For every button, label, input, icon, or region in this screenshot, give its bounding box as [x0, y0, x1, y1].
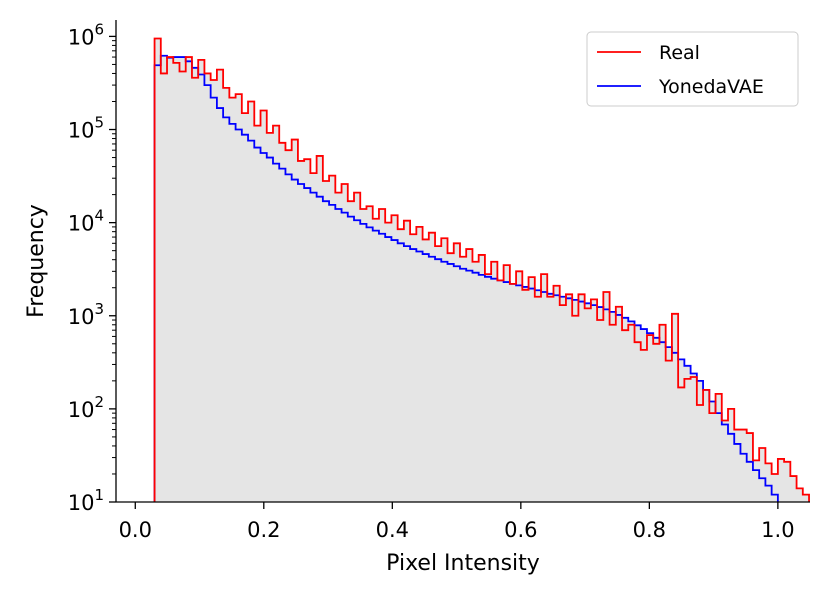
legend-label-real: Real — [659, 42, 700, 64]
legend-label-yonedavae: YonedaVAE — [658, 76, 764, 98]
series-lines — [153, 37, 810, 502]
legend: Real YonedaVAE — [586, 31, 799, 107]
series-line-yonedavae — [153, 54, 779, 502]
filled-histogram-area — [154, 38, 810, 502]
x-axis-ticks: 0.0 0.2 0.4 0.6 0.8 1.0 — [119, 502, 795, 542]
y-tick-label: 104 — [68, 207, 104, 236]
x-tick-label: 0.0 — [119, 518, 152, 542]
y-tick-label: 103 — [68, 300, 104, 329]
histogram-fill — [154, 38, 810, 502]
y-tick-label: 105 — [68, 114, 104, 143]
x-tick-label: 0.2 — [247, 518, 280, 542]
x-tick-label: 0.4 — [376, 518, 409, 542]
y-tick-label: 102 — [68, 393, 104, 422]
y-axis-ticks: 101 102 103 104 105 106 — [68, 20, 116, 515]
x-tick-label: 0.8 — [633, 518, 666, 542]
series-line-real — [153, 37, 810, 502]
legend-frame — [586, 31, 799, 107]
x-tick-label: 1.0 — [761, 518, 794, 542]
y-tick-label: 106 — [68, 20, 104, 49]
y-axis-label: Frequency — [24, 204, 49, 318]
x-tick-label: 0.6 — [504, 518, 537, 542]
y-tick-label: 101 — [68, 486, 104, 515]
x-axis-label: Pixel Intensity — [386, 551, 540, 576]
